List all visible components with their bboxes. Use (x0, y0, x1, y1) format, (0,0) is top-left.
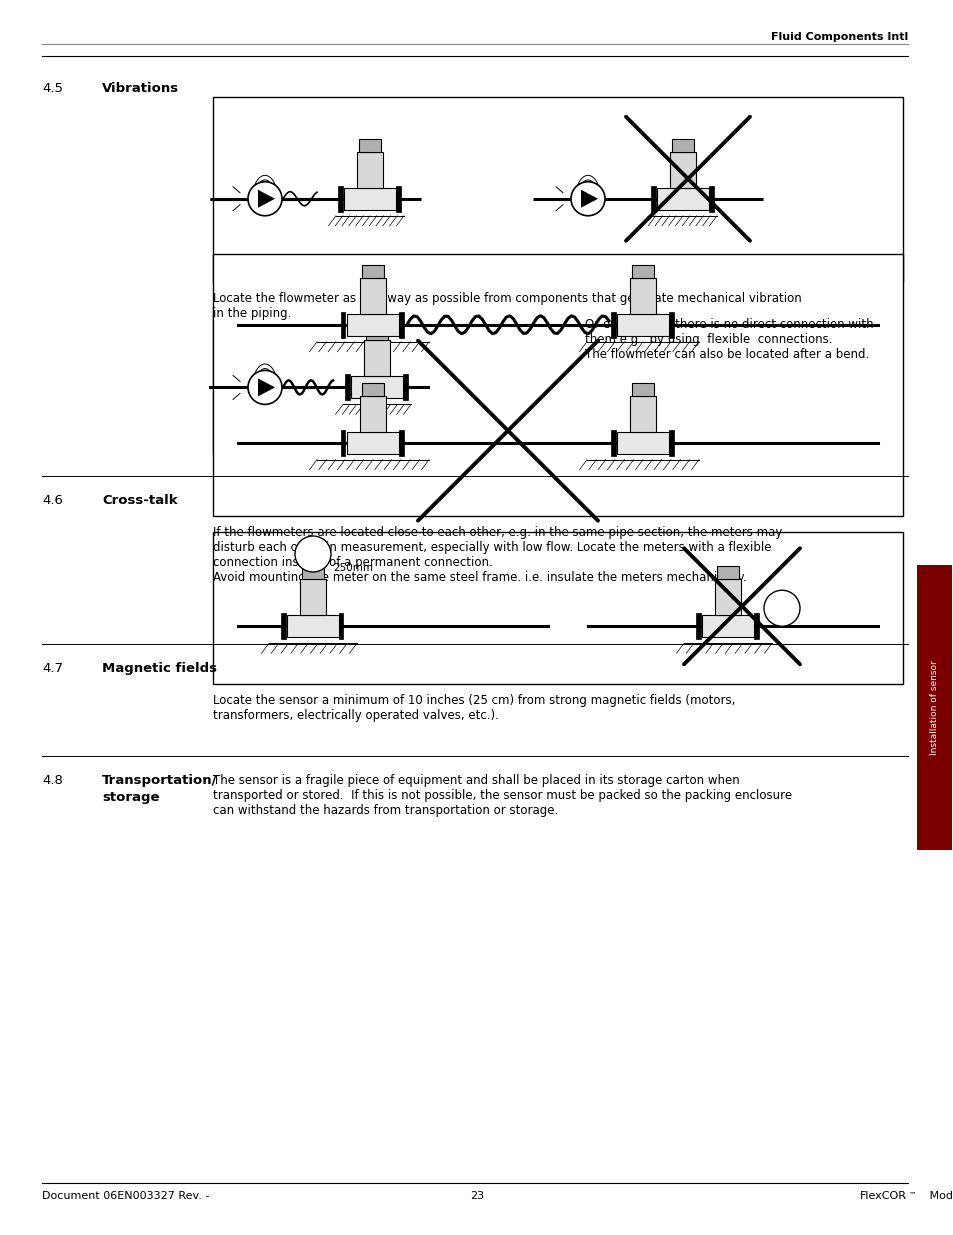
Text: 4.6: 4.6 (42, 494, 63, 508)
Text: Fluid Components Intl: Fluid Components Intl (770, 32, 907, 42)
Circle shape (763, 590, 800, 626)
Bar (669, 152, 696, 188)
Text: 4.8: 4.8 (42, 774, 63, 787)
Circle shape (248, 370, 282, 404)
Bar (213, 306, 564, 454)
Bar (631, 264, 654, 278)
Circle shape (571, 182, 604, 216)
Text: Cross-talk: Cross-talk (102, 494, 177, 508)
Bar (753, 614, 758, 640)
Bar (366, 327, 388, 341)
Bar (347, 432, 398, 453)
Bar (398, 430, 403, 456)
Text: Document 06EN003327 Rev. -: Document 06EN003327 Rev. - (42, 1191, 209, 1200)
Bar (668, 430, 673, 456)
Bar (617, 314, 668, 336)
Bar (395, 185, 400, 211)
Bar (213, 532, 902, 684)
Bar (916, 564, 951, 850)
Bar (610, 430, 615, 456)
Bar (696, 614, 700, 640)
Bar (351, 377, 402, 399)
Polygon shape (257, 190, 274, 207)
Circle shape (248, 182, 282, 216)
Text: FlexCOR: FlexCOR (859, 1191, 906, 1200)
Text: Installation of sensor: Installation of sensor (929, 661, 938, 755)
Bar (361, 383, 384, 395)
Bar (344, 188, 395, 210)
Bar (361, 264, 384, 278)
Bar (299, 579, 326, 615)
Text: Vibrations: Vibrations (102, 82, 179, 95)
Text: If the flowmeters are located close to each other, e.g. in the same pipe section: If the flowmeters are located close to e… (213, 526, 781, 584)
Text: Magnetic fields: Magnetic fields (102, 662, 216, 676)
Polygon shape (257, 378, 274, 396)
Bar (717, 566, 739, 579)
Text: M: M (308, 550, 317, 559)
Bar (610, 311, 615, 337)
Bar (338, 614, 343, 640)
Bar (281, 614, 285, 640)
Bar (402, 374, 407, 400)
Bar (701, 615, 753, 637)
Text: 23: 23 (470, 1191, 483, 1200)
Text: ™: ™ (908, 1191, 916, 1200)
Bar (213, 254, 902, 516)
Bar (340, 430, 345, 456)
Bar (358, 138, 380, 152)
Bar (347, 314, 398, 336)
Bar (302, 566, 324, 579)
Bar (668, 311, 673, 337)
Bar (287, 615, 338, 637)
Bar (398, 311, 403, 337)
Bar (657, 188, 708, 210)
Bar (617, 432, 668, 453)
Bar (340, 311, 345, 337)
Bar (359, 278, 386, 314)
Text: Locate the flowmeter as far away as possible from components that generate mecha: Locate the flowmeter as far away as poss… (213, 291, 801, 320)
Bar (356, 152, 382, 188)
Bar (671, 138, 693, 152)
Bar (359, 395, 386, 432)
Bar (364, 341, 390, 377)
Text: Or ensure that there is no direct connection with
them e.g.  by using  flexible : Or ensure that there is no direct connec… (584, 317, 873, 361)
Polygon shape (580, 190, 598, 207)
Bar (213, 98, 902, 282)
Text: Model CMF Series: Model CMF Series (925, 1191, 953, 1200)
Bar (629, 278, 656, 314)
Text: The sensor is a fragile piece of equipment and shall be placed in its storage ca: The sensor is a fragile piece of equipme… (213, 774, 791, 818)
Bar (708, 185, 713, 211)
Bar (650, 185, 655, 211)
Text: 4.7: 4.7 (42, 662, 63, 676)
Text: M: M (777, 603, 786, 614)
Bar (714, 579, 740, 615)
Bar (337, 185, 342, 211)
Bar (629, 395, 656, 432)
Text: 250mm: 250mm (333, 563, 373, 573)
Text: Locate the sensor a minimum of 10 inches (25 cm) from strong magnetic fields (mo: Locate the sensor a minimum of 10 inches… (213, 694, 735, 722)
Bar (631, 383, 654, 395)
Bar (345, 374, 349, 400)
Text: Transportation/
storage: Transportation/ storage (102, 774, 217, 804)
Text: 4.5: 4.5 (42, 82, 63, 95)
Circle shape (294, 536, 331, 572)
